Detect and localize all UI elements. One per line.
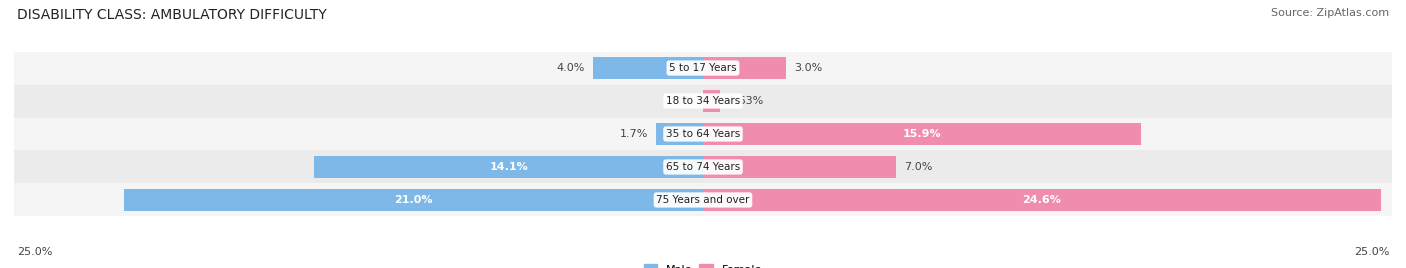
Bar <box>593 57 703 79</box>
Text: 21.0%: 21.0% <box>395 195 433 205</box>
Text: 4.0%: 4.0% <box>557 63 585 73</box>
Text: 18 to 34 Years: 18 to 34 Years <box>666 96 740 106</box>
Bar <box>703 189 1381 211</box>
Bar <box>703 156 896 178</box>
Bar <box>315 156 703 178</box>
Bar <box>703 57 786 79</box>
Text: 1.7%: 1.7% <box>620 129 648 139</box>
Bar <box>124 189 703 211</box>
Text: 5 to 17 Years: 5 to 17 Years <box>669 63 737 73</box>
Text: 0.63%: 0.63% <box>728 96 763 106</box>
Text: 14.1%: 14.1% <box>489 162 529 172</box>
Bar <box>14 51 1392 84</box>
Text: 24.6%: 24.6% <box>1022 195 1062 205</box>
Text: DISABILITY CLASS: AMBULATORY DIFFICULTY: DISABILITY CLASS: AMBULATORY DIFFICULTY <box>17 8 326 22</box>
Text: 35 to 64 Years: 35 to 64 Years <box>666 129 740 139</box>
Text: 7.0%: 7.0% <box>904 162 932 172</box>
Bar <box>14 117 1392 151</box>
Text: 25.0%: 25.0% <box>1354 247 1389 257</box>
Bar <box>14 151 1392 184</box>
Text: 65 to 74 Years: 65 to 74 Years <box>666 162 740 172</box>
Bar <box>657 123 703 145</box>
Legend: Male, Female: Male, Female <box>640 260 766 268</box>
Bar <box>703 123 1142 145</box>
Text: 75 Years and over: 75 Years and over <box>657 195 749 205</box>
Bar <box>14 84 1392 117</box>
Text: 15.9%: 15.9% <box>903 129 942 139</box>
Bar <box>14 184 1392 217</box>
Text: Source: ZipAtlas.com: Source: ZipAtlas.com <box>1271 8 1389 18</box>
Bar <box>703 90 720 112</box>
Text: 25.0%: 25.0% <box>17 247 52 257</box>
Text: 0.0%: 0.0% <box>666 96 695 106</box>
Text: 3.0%: 3.0% <box>794 63 823 73</box>
